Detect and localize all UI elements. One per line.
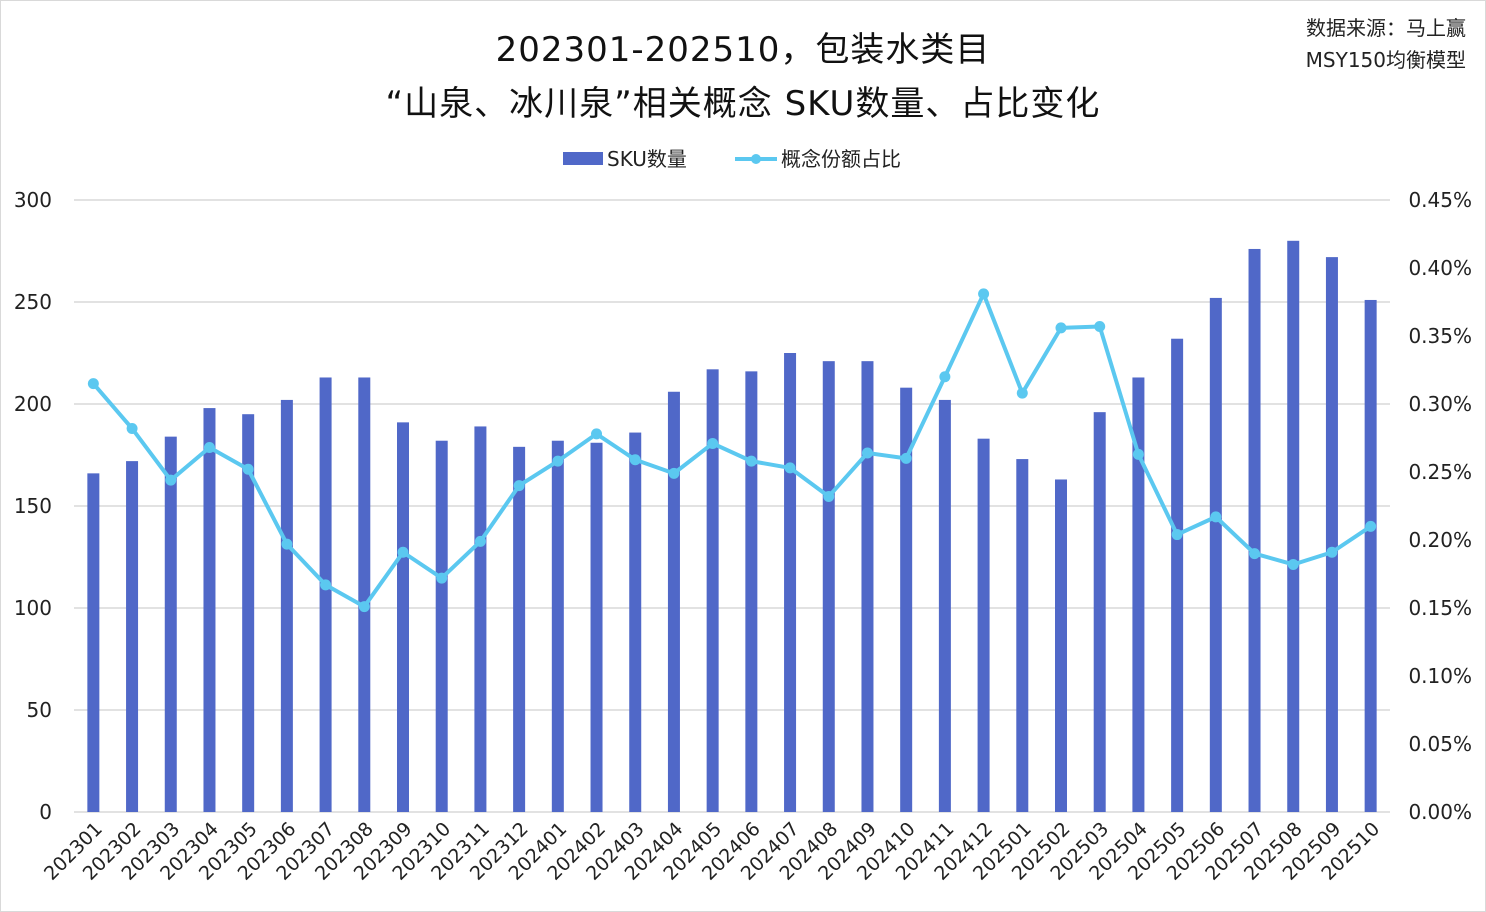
y-left-tick-label: 150	[14, 494, 52, 518]
y-right-tick-label: 0.35%	[1408, 324, 1472, 348]
legend-line-marker	[751, 154, 761, 164]
share-point	[745, 455, 757, 467]
bar	[87, 473, 100, 812]
bar	[1171, 338, 1184, 812]
bar	[397, 422, 409, 812]
bar	[977, 438, 990, 812]
bar	[1325, 257, 1338, 812]
legend-line-label: 概念份额占比	[781, 147, 901, 171]
share-point	[900, 452, 912, 464]
bar	[1364, 299, 1377, 813]
bar	[319, 377, 332, 812]
y-right-tick-label: 0.00%	[1408, 800, 1472, 824]
share-point	[1094, 320, 1106, 332]
share-point	[513, 480, 525, 492]
bar	[629, 432, 642, 812]
y-right-tick-label: 0.45%	[1408, 188, 1472, 212]
legend-bar-label: SKU数量	[607, 147, 687, 171]
bar	[784, 353, 797, 812]
share-point	[1326, 546, 1338, 558]
y-right-tick-label: 0.20%	[1408, 528, 1472, 552]
chart-title-line2: “山泉、冰川泉”相关概念 SKU数量、占比变化	[385, 84, 1101, 124]
share-point	[1055, 322, 1067, 334]
y-left-tick-label: 200	[14, 392, 52, 416]
legend-bar-swatch	[563, 152, 603, 165]
share-point	[978, 288, 990, 300]
bar	[1055, 479, 1067, 812]
y-left-tick-label: 300	[14, 188, 52, 212]
share-point	[861, 447, 873, 459]
bar	[435, 440, 448, 812]
bar	[1093, 412, 1106, 812]
bar	[1132, 377, 1145, 812]
share-point	[1249, 548, 1261, 560]
bar	[900, 387, 913, 812]
share-point	[591, 428, 603, 440]
share-point	[939, 371, 951, 383]
share-point	[397, 546, 409, 558]
share-point	[629, 454, 641, 466]
bar	[667, 391, 680, 812]
bar	[551, 440, 564, 812]
share-point	[203, 442, 215, 454]
share-point	[320, 579, 332, 591]
bar	[242, 414, 255, 812]
share-point	[707, 437, 719, 449]
share-point	[823, 490, 835, 502]
y-left-tick-label: 0	[39, 800, 52, 824]
bar	[745, 371, 758, 812]
y-left-tick-label: 250	[14, 290, 52, 314]
bar	[590, 442, 603, 812]
share-point	[1132, 448, 1144, 460]
y-right-tick-label: 0.05%	[1408, 732, 1472, 756]
bar	[1209, 297, 1222, 812]
share-line	[91, 291, 1372, 609]
bar	[513, 446, 526, 812]
share-point	[1016, 387, 1028, 399]
bar	[1287, 240, 1300, 813]
bar	[822, 361, 835, 812]
share-point	[1287, 558, 1299, 570]
source-line2: MSY150均衡模型	[1305, 48, 1466, 72]
bar	[861, 361, 874, 812]
bar	[1248, 248, 1261, 812]
bar	[358, 377, 371, 812]
share-point	[784, 462, 796, 474]
y-left-tick-label: 50	[27, 698, 52, 722]
share-point	[1171, 529, 1183, 541]
bar	[706, 369, 719, 812]
y-right-tick-label: 0.30%	[1408, 392, 1472, 416]
y-left-tick-label: 100	[14, 596, 52, 620]
chart-title-line1: 202301-202510，包装水类目	[495, 30, 991, 70]
share-point	[281, 538, 293, 550]
source-line1: 数据来源：马上赢	[1306, 16, 1466, 40]
share-point	[1210, 511, 1222, 523]
bar	[1016, 459, 1029, 812]
share-point	[358, 601, 370, 613]
legend: SKU数量 概念份额占比	[563, 147, 901, 171]
bar	[203, 408, 216, 812]
bar	[938, 399, 951, 812]
share-point	[552, 455, 564, 467]
bar	[126, 461, 139, 812]
y-right-tick-label: 0.25%	[1408, 460, 1472, 484]
bar	[164, 436, 177, 812]
share-point	[126, 422, 138, 434]
share-point	[87, 378, 99, 390]
bar	[474, 426, 487, 812]
share-point	[165, 474, 177, 486]
y-right-tick-label: 0.10%	[1408, 664, 1472, 688]
y-right-tick-label: 0.15%	[1408, 596, 1472, 620]
share-point	[242, 463, 254, 475]
bar	[280, 399, 293, 812]
share-point	[1365, 520, 1377, 532]
y-right-tick-label: 0.40%	[1408, 256, 1472, 280]
share-point	[436, 572, 448, 584]
share-point	[474, 535, 486, 547]
share-point	[668, 467, 680, 479]
